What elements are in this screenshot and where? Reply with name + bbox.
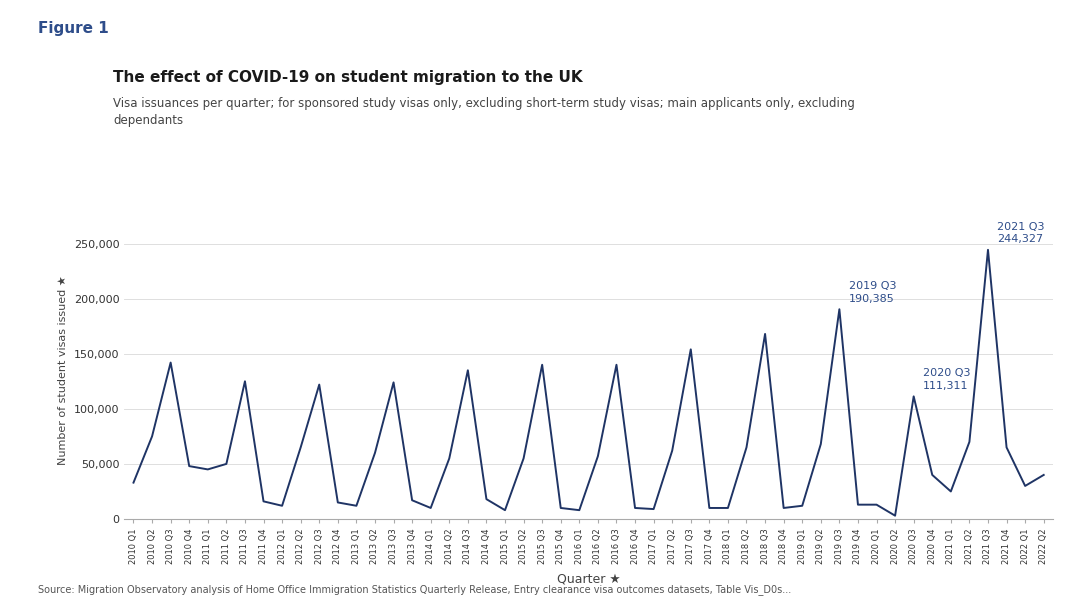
Text: 2019 Q3
190,385: 2019 Q3 190,385 <box>849 282 896 304</box>
Text: Source: Migration Observatory analysis of Home Office Immigration Statistics Qua: Source: Migration Observatory analysis o… <box>38 584 791 595</box>
Text: 2021 Q3
244,327: 2021 Q3 244,327 <box>997 222 1044 245</box>
X-axis label: Quarter ★: Quarter ★ <box>557 572 620 585</box>
Text: 2020 Q3
111,311: 2020 Q3 111,311 <box>923 368 971 391</box>
Text: Figure 1: Figure 1 <box>38 21 109 36</box>
Y-axis label: Number of student visas issued ★: Number of student visas issued ★ <box>58 276 68 465</box>
Text: Visa issuances per quarter; for sponsored study visas only, excluding short-term: Visa issuances per quarter; for sponsore… <box>113 97 855 127</box>
Text: The effect of COVID-19 on student migration to the UK: The effect of COVID-19 on student migrat… <box>113 70 583 85</box>
